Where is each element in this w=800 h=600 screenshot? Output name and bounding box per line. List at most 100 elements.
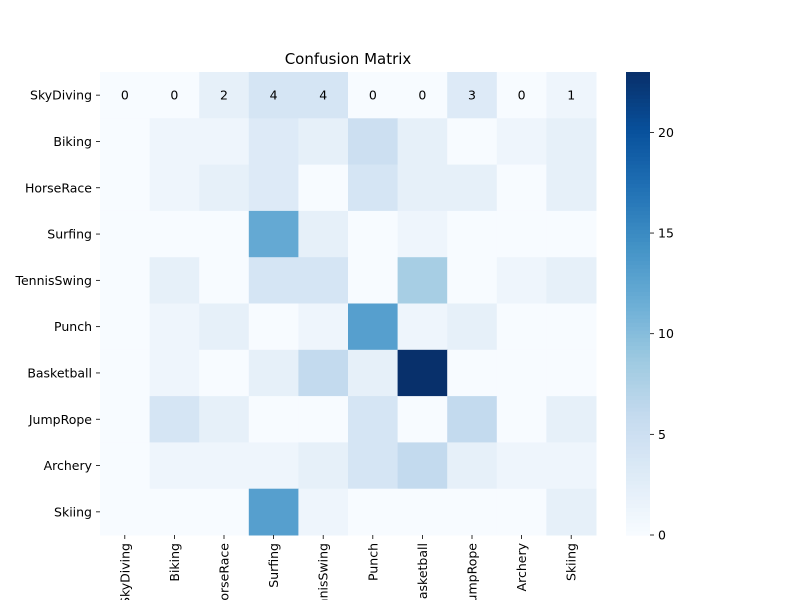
colorbar-segment [626,276,650,281]
colorbar-segment [626,450,650,455]
heatmap-cells [100,72,597,536]
cell-annotations: 0 0 2 4 4 0 0 3 0 1 [121,88,575,103]
colorbar-segment [626,114,650,119]
colorbar-segment [626,261,650,266]
cell-2-3 [248,164,299,212]
colorbar-segment [626,149,650,154]
colorbar-segment [626,315,650,320]
cell-9-1 [149,488,200,536]
x-tick-label: JumpRope [465,543,480,600]
cell-2-9 [546,164,597,212]
cell-4-6 [397,257,448,304]
colorbar-segment [626,396,650,401]
cell-2-6 [397,164,448,212]
cell-6-9 [546,349,597,397]
colorbar-segment [626,122,650,127]
cell-4-8 [496,257,547,304]
cell-4-9 [546,257,597,304]
colorbar-segment [626,95,650,100]
cell-0-3 [248,72,299,119]
cell-annotation: 3 [468,88,476,103]
colorbar-segment [626,307,650,312]
y-tick-label: HorseRace [25,180,92,195]
colorbar-segment [626,469,650,474]
colorbar-segment [626,268,650,274]
y-tick-label: Biking [53,134,92,149]
cell-6-7 [447,349,498,397]
colorbar-segment [626,453,650,459]
colorbar-segment [626,102,650,108]
colorbar-segment [626,141,650,146]
cell-6-8 [496,349,547,397]
cell-3-5 [348,210,399,258]
cell-5-3 [248,303,299,351]
colorbar-segment [626,284,650,289]
colorbar-segment [626,465,650,471]
cell-5-8 [496,303,547,351]
colorbar-segment [626,399,650,405]
colorbar-segment [626,318,650,324]
colorbar-segment [626,423,650,428]
cell-2-0 [100,164,151,212]
cell-1-5 [348,118,399,166]
cell-6-5 [348,349,399,397]
cell-9-3 [248,488,299,536]
cell-3-4 [298,210,349,258]
cell-annotation: 2 [220,88,228,103]
cell-2-1 [149,164,200,212]
colorbar-segment [626,338,650,343]
colorbar-segment [626,249,650,254]
colorbar-segment [626,187,650,193]
colorbar-segment [626,288,650,293]
colorbar-segment [626,322,650,328]
x-tick-label: TennisSwing [316,543,331,600]
cell-9-0 [100,488,151,536]
cell-7-2 [199,396,250,443]
colorbar-segment [626,380,650,386]
colorbar-tick-label: 5 [658,427,666,442]
colorbar-segment [626,168,650,173]
y-tick-label: Punch [54,319,92,334]
cell-5-5 [348,303,399,351]
colorbar-segment [626,442,650,447]
cell-1-6 [397,118,448,166]
cell-5-1 [149,303,200,351]
y-tick-label: Surfing [47,227,92,242]
cell-2-8 [496,164,547,212]
colorbar-segment [626,361,650,366]
cell-6-4 [298,349,349,397]
cell-1-7 [447,118,498,166]
cell-0-7 [447,72,498,119]
colorbar-segment [626,507,650,513]
colorbar-segment [626,257,650,262]
colorbar-segment [626,523,650,528]
cell-7-0 [100,396,151,443]
cell-8-2 [199,442,250,490]
cell-0-6 [397,72,448,119]
cell-2-2 [199,164,250,212]
cell-5-9 [546,303,597,351]
colorbar-segment [626,195,650,200]
colorbar-segment [626,461,650,467]
colorbar-segment [626,407,650,413]
cell-8-6 [397,442,448,490]
y-axis: SkyDiving Biking HorseRace Surfing TennisSwi… [14,88,100,519]
cell-2-7 [447,164,498,212]
colorbar-segment [626,511,650,517]
cell-0-9 [546,72,597,119]
cell-1-8 [496,118,547,166]
cell-0-4 [298,72,349,119]
colorbar-segment [626,492,650,498]
colorbar-segment [626,473,650,478]
cell-1-0 [100,118,151,166]
colorbar-segment [626,434,650,440]
cell-9-2 [199,488,250,536]
colorbar-segment [626,280,650,285]
cell-3-6 [397,210,448,258]
colorbar-segment [626,419,650,424]
colorbar-segment [626,253,650,258]
colorbar-segment [626,403,650,409]
colorbar-segment [626,384,650,389]
colorbar-tick-label: 10 [658,326,674,341]
colorbar-segment [626,106,650,112]
